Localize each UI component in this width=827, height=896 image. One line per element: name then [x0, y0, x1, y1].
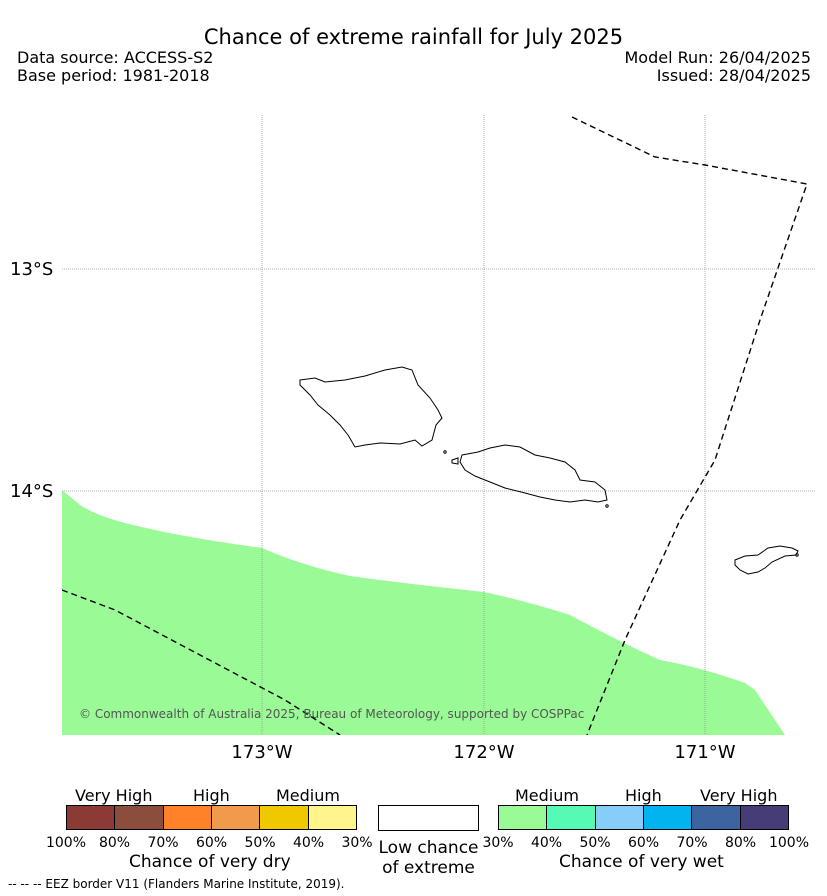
dry-colorbar [66, 805, 357, 830]
wet-caption: Chance of very wet [559, 852, 724, 872]
model-run: Model Run: 26/04/2025 [624, 48, 812, 67]
dry-category-high: High [193, 786, 230, 805]
dry-tick-label: 80% [98, 835, 131, 851]
tutuila-island [734, 545, 799, 575]
wet-colorbar [498, 805, 789, 830]
dry-swatch-3 [211, 806, 261, 829]
low-chance-caption-1: Low chance [378, 838, 479, 858]
dry-tick-label: 40% [292, 835, 325, 851]
wet-tick-label: 70% [676, 835, 708, 851]
lon-label-171w: 171°W [674, 742, 735, 763]
wet-tick-label: 100% [768, 835, 810, 851]
wet-tick-label: 60% [627, 835, 660, 851]
data-source: Data source: ACCESS-S2 [17, 48, 214, 67]
lon-label-172w: 172°W [453, 742, 514, 763]
savaii-island [299, 366, 443, 448]
dry-caption: Chance of very dry [129, 852, 291, 872]
lon-label-173w: 173°W [231, 742, 292, 763]
dry-tick-label: 50% [244, 835, 276, 851]
wet-tick-label: 80% [724, 835, 757, 851]
dry-swatch-4 [260, 806, 309, 829]
dry-swatch-0 [67, 806, 116, 829]
upolu-island [459, 444, 608, 503]
wet-swatch-1 [547, 806, 596, 829]
base-period: Base period: 1981-2018 [17, 66, 210, 85]
dry-category-very-high: Very High [75, 786, 153, 805]
wet-probability-region [62, 490, 785, 735]
low-chance-box [378, 805, 479, 831]
dry-swatch-1 [115, 806, 164, 829]
dry-tick-label: 60% [195, 835, 228, 851]
eez-footnote: -- -- -- EEZ border V11 (Flanders Marine… [8, 877, 345, 891]
wet-category-very-high: Very High [700, 786, 778, 805]
islands [299, 366, 799, 575]
wet-category-high: High [625, 786, 662, 805]
copyright-notice: © Commonwealth of Australia 2025, Bureau… [79, 707, 585, 721]
issued-date: Issued: 28/04/2025 [656, 66, 811, 85]
wet-swatch-5 [740, 806, 788, 829]
lat-label-14s: 14°S [10, 481, 53, 502]
wet-tick-label: 30% [482, 835, 514, 851]
dry-tick-label: 30% [341, 835, 373, 851]
graticule [62, 115, 815, 735]
wet-swatch-4 [692, 806, 741, 829]
eez-border [62, 116, 808, 735]
dry-tick-label: 100% [45, 835, 87, 851]
wet-tick-label: 50% [579, 835, 611, 851]
dry-tick-label: 70% [147, 835, 179, 851]
wet-swatch-3 [643, 806, 693, 829]
lat-label-13s: 13°S [10, 259, 53, 280]
wet-tick-label: 40% [530, 835, 563, 851]
map-title: Chance of extreme rainfall for July 2025 [203, 25, 624, 49]
dry-swatch-2 [163, 806, 212, 829]
low-chance-caption-2: of extreme [382, 858, 475, 878]
wet-category-medium: Medium [515, 786, 579, 805]
dry-swatch-5 [308, 806, 356, 829]
wet-swatch-2 [595, 806, 644, 829]
wet-swatch-0 [499, 806, 548, 829]
dry-category-medium: Medium [276, 786, 340, 805]
